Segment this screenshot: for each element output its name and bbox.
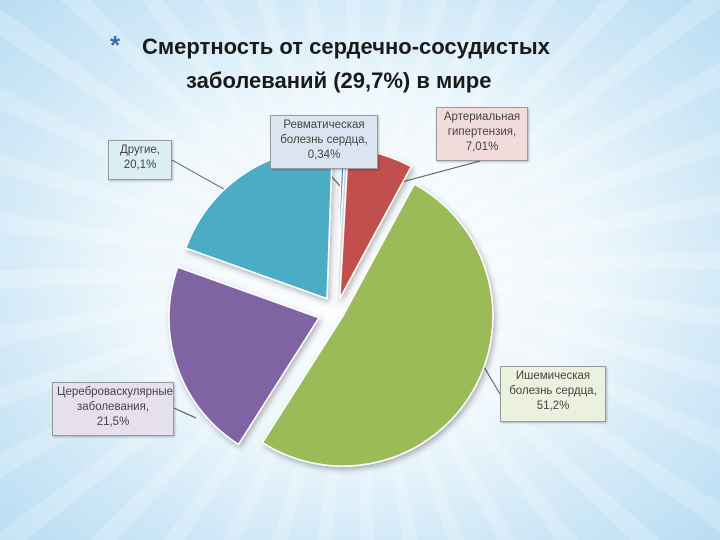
slice-label: Цереброваскулярные заболевания, 21,5%: [52, 382, 174, 436]
slice-label: Ишемическая болезнь сердца, 51,2%: [500, 366, 606, 422]
slice-label-line: Артериальная: [443, 111, 521, 123]
slice-label-line: Ревматическая: [283, 119, 365, 131]
slice-label: Артериальная гипертензия, 7,01%: [436, 107, 528, 161]
slice-label-line: Цереброваскулярные: [57, 386, 174, 398]
slice-label-line: Другие,: [119, 144, 160, 156]
slice-label-line: Ишемическая: [515, 370, 591, 382]
slice-label-line: гипертензия,: [447, 126, 517, 138]
slice-label-line: болезнь сердца,: [280, 134, 368, 146]
slice-label: Ревматическая болезнь сердца, 0,34%: [270, 115, 378, 169]
slice-label-line: 20,1%: [123, 159, 157, 171]
pie-slices: [168, 147, 494, 467]
leader-line: [173, 407, 197, 419]
slice-label-line: 7,01%: [465, 141, 499, 153]
pie-slice: [168, 266, 321, 446]
slice-label-line: 51,2%: [536, 400, 570, 412]
pie-slice: [184, 148, 334, 300]
slice-label: Другие, 20,1%: [108, 140, 172, 180]
slice-label-line: 0,34%: [307, 149, 341, 161]
title-line-1: Смертность от сердечно-сосудистых: [142, 34, 550, 59]
slice-label-line: заболевания,: [76, 401, 150, 413]
slice-label-line: болезнь сердца,: [509, 385, 597, 397]
slice-label-line: 21,5%: [96, 416, 130, 428]
pie-slice: [261, 183, 494, 467]
title-bullet: *: [110, 30, 121, 60]
title-line-2: заболеваний (29,7%) в мире: [186, 68, 492, 93]
